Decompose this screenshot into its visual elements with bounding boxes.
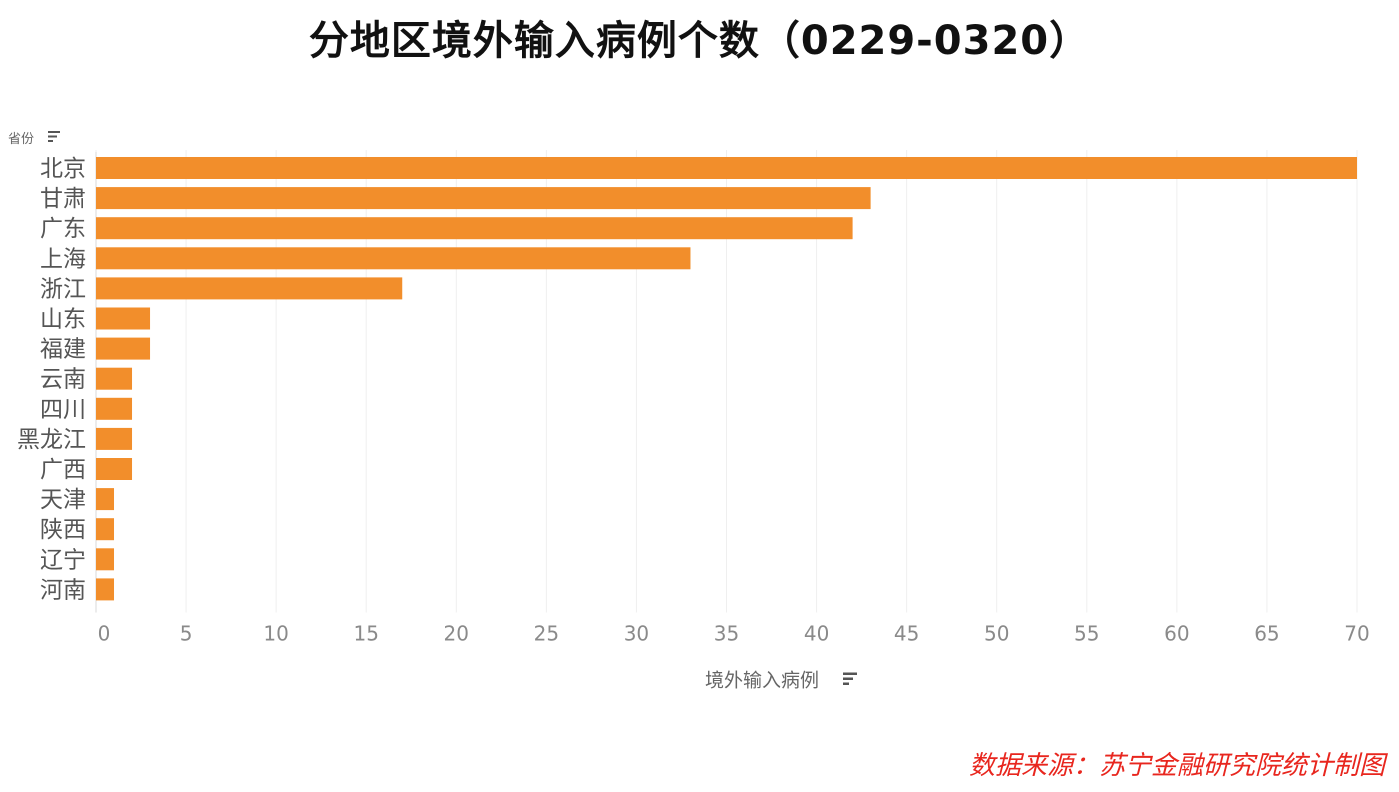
x-tick-label: 40	[804, 622, 829, 646]
x-tick-label: 60	[1164, 622, 1189, 646]
y-axis-title: 省份	[8, 132, 34, 147]
category-label: 浙江	[40, 276, 86, 302]
axis-titles: 境外输入病例 省份	[8, 131, 857, 692]
x-tick-label: 55	[1074, 622, 1099, 646]
x-tick-labels: 0 5 10 15 20 25 30 35 40 45 50 55 60 65 70	[98, 622, 1370, 646]
x-tick-label: 30	[624, 622, 649, 646]
category-label: 河南	[40, 577, 86, 603]
category-label: 四川	[40, 397, 86, 423]
x-tick-label: 45	[894, 622, 919, 646]
bar[interactable]	[96, 397, 133, 420]
x-tick-label: 50	[984, 622, 1009, 646]
category-label: 福建	[40, 337, 86, 363]
chart-title: 分地区境外输入病例个数（0229-0320）	[308, 18, 1091, 64]
bar[interactable]	[96, 427, 133, 450]
x-tick-label: 10	[263, 622, 288, 646]
category-label: 云南	[40, 367, 86, 393]
category-label: 甘肃	[40, 186, 86, 212]
bar[interactable]	[96, 277, 403, 300]
category-label: 北京	[40, 156, 86, 182]
bar[interactable]	[96, 488, 115, 511]
x-tick-label: 35	[714, 622, 739, 646]
bars	[96, 157, 1357, 601]
x-tick-label: 65	[1254, 622, 1279, 646]
bar[interactable]	[96, 518, 115, 541]
category-label: 辽宁	[40, 547, 86, 573]
bar[interactable]	[96, 548, 115, 571]
bar[interactable]	[96, 367, 133, 390]
x-axis-title: 境外输入病例	[705, 670, 819, 692]
bar[interactable]	[96, 247, 691, 270]
category-label: 上海	[40, 246, 86, 272]
bar[interactable]	[96, 217, 853, 240]
x-tick-label: 20	[444, 622, 469, 646]
bar[interactable]	[96, 458, 133, 480]
sort-icon[interactable]	[843, 672, 857, 686]
bar[interactable]	[96, 337, 151, 360]
x-tick-label: 70	[1344, 622, 1369, 646]
bar[interactable]	[96, 157, 1357, 179]
category-label: 陕西	[40, 517, 86, 543]
category-label: 广西	[40, 457, 86, 483]
category-label: 广东	[40, 216, 86, 242]
bar[interactable]	[96, 578, 115, 601]
source-note: 数据来源：苏宁金融研究院统计制图	[968, 751, 1385, 781]
category-label: 黑龙江	[17, 427, 86, 453]
sort-icon[interactable]	[48, 131, 60, 142]
bar[interactable]	[96, 307, 151, 330]
x-tick-label: 15	[353, 622, 378, 646]
category-label: 天津	[40, 487, 86, 513]
category-label: 山东	[40, 307, 86, 333]
x-tick-label: 25	[534, 622, 559, 646]
bar[interactable]	[96, 187, 871, 210]
x-tick-label: 0	[98, 622, 111, 646]
x-tick-label: 5	[180, 622, 193, 646]
